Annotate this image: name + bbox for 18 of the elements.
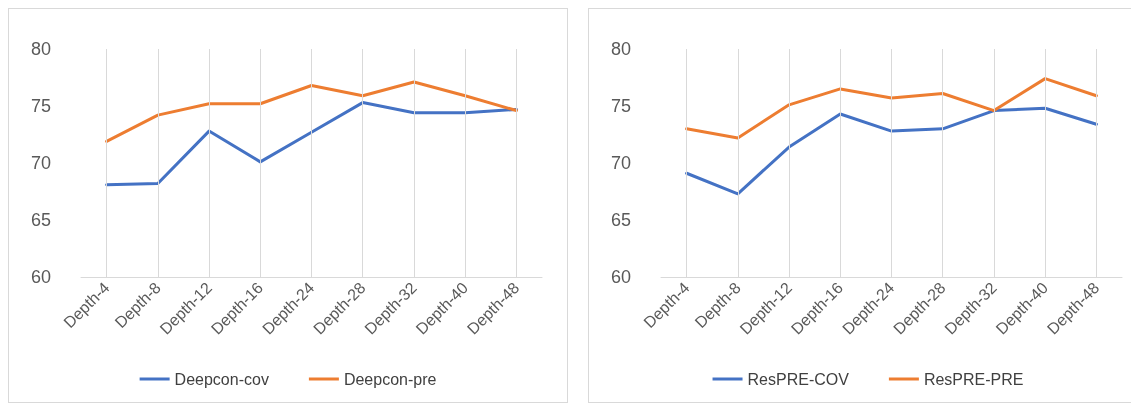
y-tick-label: 65	[610, 210, 631, 230]
line-series	[105, 101, 518, 187]
line-series	[105, 80, 518, 143]
legend-label: ResPRE-COV	[747, 370, 850, 388]
legend-label: ResPRE-PRE	[923, 370, 1024, 388]
y-tick-label: 70	[30, 153, 51, 173]
y-tick-label: 60	[610, 267, 631, 287]
legend-label: Deepcon-cov	[174, 370, 269, 388]
y-tick-label: 75	[30, 96, 51, 116]
y-tick-label: 75	[610, 96, 631, 116]
legend-label: Deepcon-pre	[343, 370, 437, 388]
y-tick-label: 80	[610, 39, 631, 59]
y-tick-label: 65	[30, 210, 51, 230]
line-series	[685, 106, 1098, 196]
y-tick-label: 70	[610, 153, 631, 173]
y-tick-label: 80	[30, 39, 51, 59]
y-tick-label: 60	[30, 267, 51, 287]
line-series	[685, 77, 1098, 140]
